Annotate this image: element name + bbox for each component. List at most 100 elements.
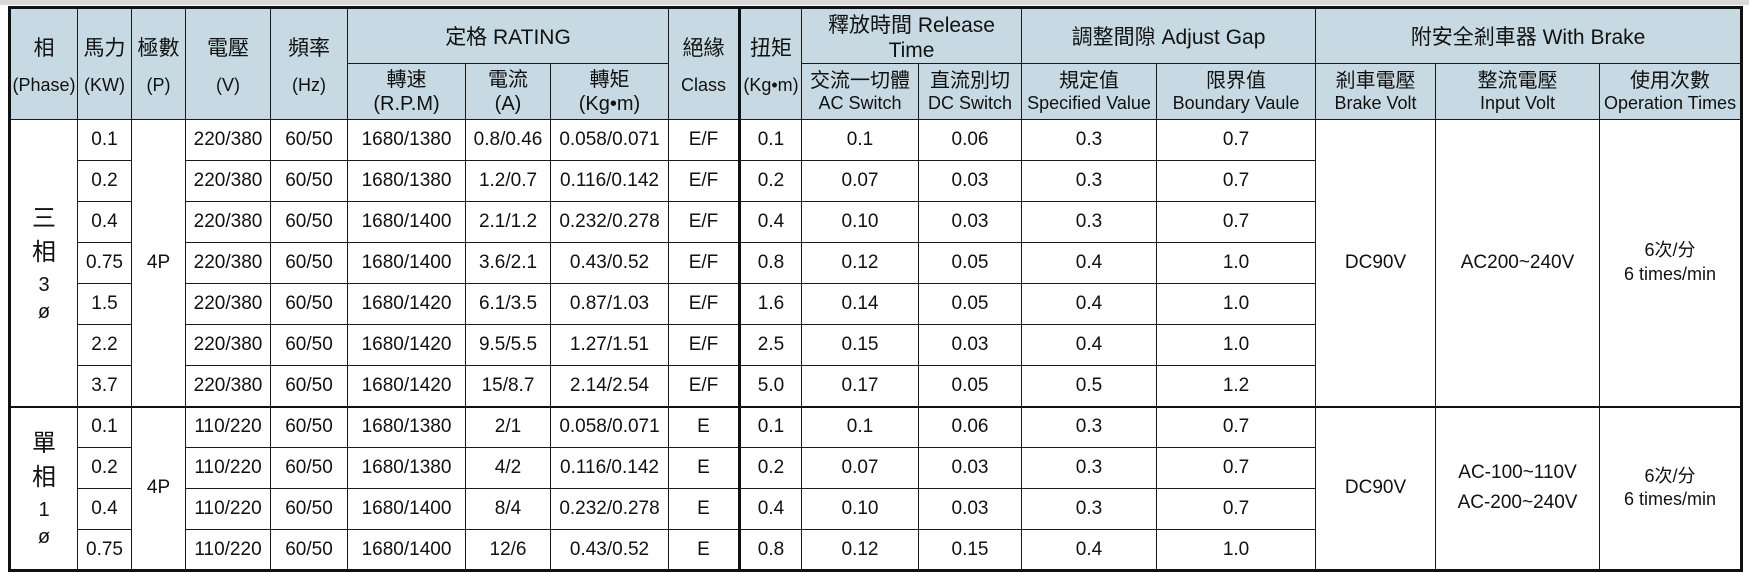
header-current-zh: 電流 bbox=[488, 68, 528, 91]
cell-dc-switch: 0.06 bbox=[917, 405, 1023, 448]
cell-torque: 1.27/1.51 bbox=[550, 324, 669, 366]
cell-torque: 0.116/0.142 bbox=[550, 447, 669, 489]
header-poles: 極數 (P) bbox=[131, 7, 186, 120]
cell-brake-torque: 0.2 bbox=[738, 447, 802, 489]
table-row: 1.5 220/380 60/50 1680/1420 6.1/3.5 0.87/1.03… bbox=[10, 283, 1742, 325]
cell-current: 8/4 bbox=[465, 488, 551, 530]
header-torque-zh: 轉矩 bbox=[589, 68, 630, 91]
header-horsepower-zh: 馬力 bbox=[83, 37, 126, 60]
cell-voltage: 220/380 bbox=[185, 160, 271, 202]
cell-torque: 0.232/0.278 bbox=[550, 201, 669, 243]
cell-brake-volt: DC90V bbox=[1315, 405, 1437, 571]
cell-rpm: 1680/1420 bbox=[347, 365, 466, 407]
cell-boundary-value: 0.7 bbox=[1156, 119, 1317, 161]
cell-poles: 4P bbox=[131, 405, 186, 571]
header-frequency-zh: 頻率 bbox=[288, 37, 330, 60]
table-row: 0.4 220/380 60/50 1680/1400 2.1/1.2 0.232/0.2… bbox=[10, 201, 1742, 243]
cell-class: E bbox=[668, 488, 740, 530]
cell-rpm: 1680/1400 bbox=[347, 201, 466, 243]
three-phase-section: 三相 3 ø 0.1 4P 220/380 60/50 1680/1380 0.8/0.46 0.… bbox=[9, 119, 1743, 407]
header-current-en: (A) bbox=[494, 92, 522, 115]
header-row-1: 相 (Phase) 馬力 (KW) 極數 (P) 電壓 (V) 頻率 (Hz) 定格 RA… bbox=[9, 7, 1743, 120]
header-brake-volt: 剎車電壓 Brake Volt bbox=[1315, 63, 1437, 120]
cell-brake-torque: 2.5 bbox=[738, 324, 802, 366]
header-specified-en: Specified Value bbox=[1027, 92, 1151, 113]
cell-torque: 0.116/0.142 bbox=[550, 160, 669, 202]
cell-ac-switch: 0.10 bbox=[801, 201, 919, 243]
cell-specified-value: 0.5 bbox=[1021, 365, 1158, 407]
cell-boundary-value: 1.0 bbox=[1156, 324, 1317, 366]
cell-ac-switch: 0.10 bbox=[801, 488, 919, 530]
cell-current: 4/2 bbox=[465, 447, 551, 489]
cell-current: 3.6/2.1 bbox=[465, 242, 551, 284]
cell-rpm: 1680/1400 bbox=[347, 488, 466, 530]
cell-op-times: 6次/分 6 times/min bbox=[1599, 405, 1743, 571]
cell-ac-switch: 0.07 bbox=[801, 160, 919, 202]
cell-rpm: 1680/1400 bbox=[347, 242, 466, 284]
header-voltage-zh: 電壓 bbox=[207, 37, 249, 60]
cell-rpm: 1680/1380 bbox=[347, 119, 466, 161]
header-brake-torque-zh: 扭矩 bbox=[750, 37, 792, 60]
cell-current: 0.8/0.46 bbox=[465, 119, 551, 161]
cell-class: E/F bbox=[668, 160, 740, 202]
table-row: 三相 3 ø 0.1 4P 220/380 60/50 1680/1380 0.8/0.46 0.… bbox=[9, 119, 1743, 407]
cell-frequency: 60/50 bbox=[270, 405, 348, 448]
cell-brake-torque: 0.2 bbox=[738, 160, 802, 202]
cell-specified-value: 0.3 bbox=[1021, 119, 1158, 161]
cell-dc-switch: 0.15 bbox=[917, 529, 1023, 571]
cell-voltage: 110/220 bbox=[185, 488, 271, 530]
cell-boundary-value: 1.2 bbox=[1156, 365, 1317, 407]
cell-frequency: 60/50 bbox=[270, 119, 348, 161]
header-dc-switch-en: DC Switch bbox=[928, 92, 1013, 113]
header-boundary-zh: 限界值 bbox=[1206, 69, 1267, 92]
cell-current: 9.5/5.5 bbox=[465, 324, 551, 366]
cell-brake-torque: 0.1 bbox=[738, 405, 802, 448]
table-row: 0.2 110/220 60/50 1680/1380 4/2 0.116/0.142 E 0… bbox=[10, 447, 1742, 489]
header-phase-zh: 相 bbox=[33, 37, 55, 60]
header-insulation-zh: 絕緣 bbox=[682, 37, 725, 60]
header-ac-switch-zh: 交流一切體 bbox=[810, 69, 910, 92]
cell-voltage: 110/220 bbox=[185, 447, 271, 489]
cell-frequency: 60/50 bbox=[270, 529, 348, 571]
header-ac-switch: 交流一切體 AC Switch bbox=[801, 63, 919, 120]
cell-kw: 0.2 bbox=[77, 447, 132, 489]
cell-kw: 0.75 bbox=[77, 242, 132, 284]
cell-kw: 1.5 bbox=[77, 283, 132, 325]
cell-current: 2/1 bbox=[465, 405, 551, 448]
header-voltage-en: (V) bbox=[216, 75, 240, 95]
cell-ac-switch: 0.15 bbox=[801, 324, 919, 366]
cell-rpm: 1680/1380 bbox=[347, 160, 466, 202]
cell-boundary-value: 1.0 bbox=[1156, 529, 1317, 571]
header-insulation-en: Class bbox=[680, 75, 726, 95]
cell-ac-switch: 0.12 bbox=[801, 242, 919, 284]
cell-class: E bbox=[668, 447, 740, 489]
header-insulation: 絕緣 Class bbox=[668, 7, 740, 120]
cell-class: E/F bbox=[668, 201, 740, 243]
cell-torque: 0.058/0.071 bbox=[550, 119, 669, 161]
header-dc-switch: 直流別切 DC Switch bbox=[917, 63, 1023, 120]
cell-ac-switch: 0.14 bbox=[801, 283, 919, 325]
cell-frequency: 60/50 bbox=[270, 324, 348, 366]
header-brake-volt-zh: 剎車電壓 bbox=[1335, 69, 1416, 92]
header-specified-zh: 規定值 bbox=[1059, 69, 1120, 92]
header-row-2: 轉速 (R.P.M) 電流 (A) 轉矩 (Kg•m) 交流一切體 AC Switch … bbox=[10, 63, 1743, 120]
header-brake-volt-en: Brake Volt bbox=[1334, 92, 1417, 113]
cell-dc-switch: 0.03 bbox=[917, 488, 1023, 530]
table-row: 0.2 220/380 60/50 1680/1380 1.2/0.7 0.116/0.1… bbox=[10, 160, 1742, 202]
cell-specified-value: 0.3 bbox=[1021, 488, 1158, 530]
header-voltage: 電壓 (V) bbox=[185, 7, 271, 120]
cell-brake-volt: DC90V bbox=[1315, 119, 1437, 407]
cell-specified-value: 0.4 bbox=[1021, 529, 1158, 571]
cell-boundary-value: 0.7 bbox=[1156, 405, 1317, 448]
header-gap-group: 調整間隙 Adjust Gap bbox=[1021, 7, 1317, 64]
cell-boundary-value: 0.7 bbox=[1156, 160, 1317, 202]
cell-brake-torque: 0.8 bbox=[738, 242, 802, 284]
cell-voltage: 220/380 bbox=[185, 283, 271, 325]
cell-frequency: 60/50 bbox=[270, 283, 348, 325]
cell-rpm: 1680/1380 bbox=[347, 405, 466, 448]
header-boundary-en: Boundary Vaule bbox=[1172, 92, 1300, 113]
header-speed: 轉速 (R.P.M) bbox=[347, 63, 466, 120]
cell-rpm: 1680/1420 bbox=[347, 324, 466, 366]
